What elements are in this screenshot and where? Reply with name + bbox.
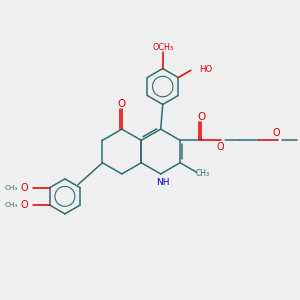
- Text: O: O: [197, 112, 206, 122]
- Text: O: O: [20, 200, 28, 210]
- Text: O: O: [216, 142, 224, 152]
- Text: CH₃: CH₃: [4, 202, 18, 208]
- Text: CH₃: CH₃: [196, 169, 210, 178]
- Text: OCH₃: OCH₃: [152, 43, 173, 52]
- Text: O: O: [118, 99, 126, 109]
- Text: CH₃: CH₃: [4, 184, 18, 190]
- Text: HO: HO: [199, 65, 212, 74]
- Text: O: O: [20, 183, 28, 193]
- Text: O: O: [273, 128, 280, 138]
- Text: NH: NH: [156, 178, 169, 187]
